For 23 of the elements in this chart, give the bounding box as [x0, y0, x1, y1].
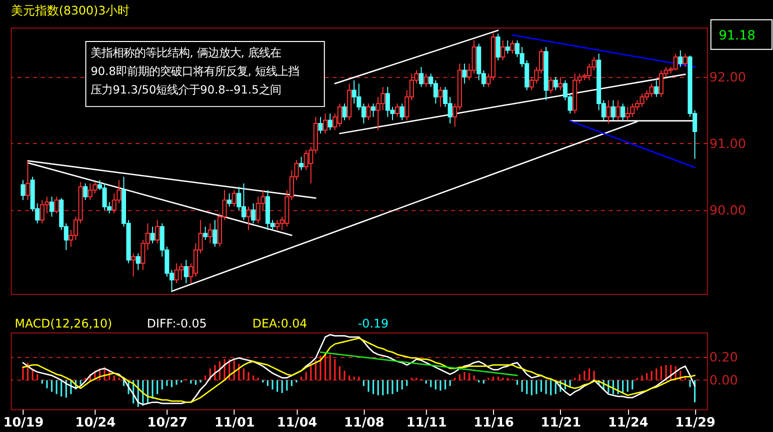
annotation: 美指相称的等比结构, 俩边放大, 底线在90.8即前期的突破口将有所反复, 短线上挡压力91.3/50短线介于90.8--91.5之间 [90, 45, 300, 97]
y-tick-label: 0.00 [709, 374, 738, 389]
x-tick-label: 11/29 [675, 416, 716, 431]
y-tick-label: 90.00 [709, 203, 746, 218]
x-tick-label: 11/16 [474, 416, 514, 431]
text: -0.19 [358, 316, 389, 330]
y-tick-label: 0.20 [709, 350, 738, 366]
y-tick-label: 92.00 [709, 70, 746, 86]
chart-title: 美元指数(8300)3小时 [10, 3, 130, 18]
x-tick-label: 11/21 [540, 416, 582, 431]
x-tick-label: 10/19 [3, 416, 44, 431]
x-tick-label: 11/01 [214, 416, 255, 431]
text: 91.18 [718, 28, 756, 44]
x-tick-label: 11/11 [406, 416, 447, 431]
x-tick-label: 11/04 [276, 416, 318, 431]
x-tick-label: 10/24 [75, 416, 116, 431]
text: MACD(12,26,10) [14, 316, 112, 330]
x-tick-label: 11/08 [344, 416, 384, 431]
text: DIFF:-0.05 [146, 316, 207, 330]
text: DEA:0.04 [252, 316, 308, 330]
y-tick-label: 91.00 [709, 136, 746, 152]
x-tick-label: 10/27 [147, 416, 188, 431]
x-tick-label: 11/24 [608, 416, 648, 431]
